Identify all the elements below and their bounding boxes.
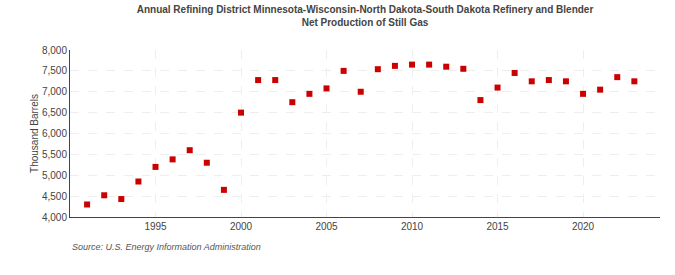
svg-text:2015: 2015 — [486, 221, 509, 232]
svg-text:7,500: 7,500 — [42, 65, 67, 76]
svg-text:6,000: 6,000 — [42, 128, 67, 139]
svg-text:5,500: 5,500 — [42, 149, 67, 160]
svg-text:2000: 2000 — [230, 221, 253, 232]
svg-text:8,000: 8,000 — [42, 45, 67, 56]
svg-text:1995: 1995 — [144, 221, 167, 232]
svg-text:2010: 2010 — [401, 221, 424, 232]
svg-text:4,000: 4,000 — [42, 212, 67, 223]
svg-text:7,000: 7,000 — [42, 86, 67, 97]
svg-text:Source: U.S. Energy Informatio: Source: U.S. Energy Information Administ… — [72, 242, 261, 252]
svg-text:2020: 2020 — [572, 221, 595, 232]
svg-text:Annual Refining District Minne: Annual Refining District Minnesota-Wisco… — [137, 4, 594, 28]
svg-text:Thousand Barrels: Thousand Barrels — [29, 94, 40, 173]
svg-text:6,500: 6,500 — [42, 107, 67, 118]
svg-text:2005: 2005 — [315, 221, 338, 232]
svg-text:4,500: 4,500 — [42, 191, 67, 202]
svg-text:5,000: 5,000 — [42, 170, 67, 181]
